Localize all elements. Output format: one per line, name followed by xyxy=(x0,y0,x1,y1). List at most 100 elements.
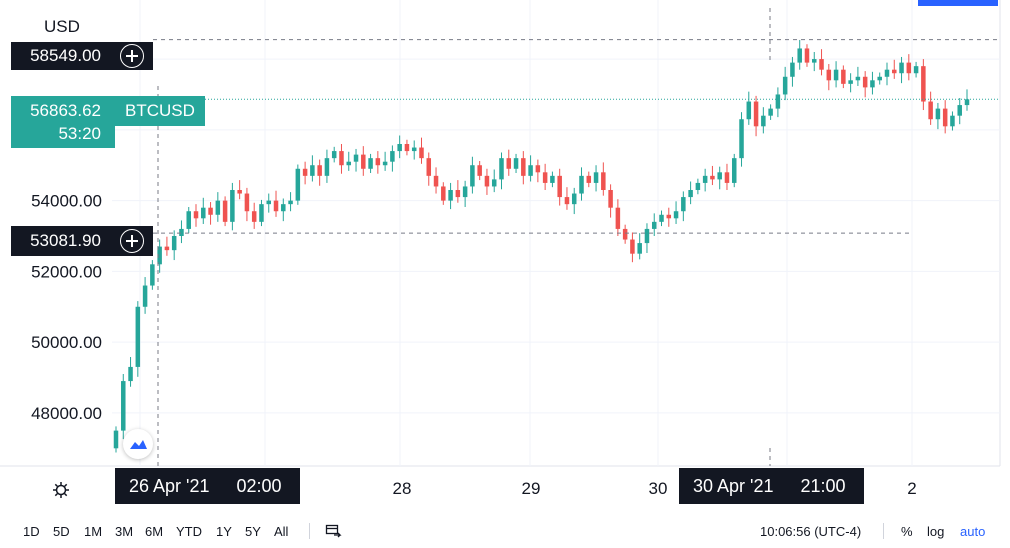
x-axis: 28 29 30 2 xyxy=(393,479,917,498)
candle-body xyxy=(521,158,526,176)
candle-body xyxy=(579,175,584,194)
toolbar-divider xyxy=(309,523,310,539)
candle-body xyxy=(892,69,897,74)
candle-body xyxy=(717,172,722,180)
timeframe-3m[interactable]: 3M xyxy=(115,524,134,539)
candle-body xyxy=(651,221,657,229)
candle-body xyxy=(179,228,184,236)
price-chart[interactable]: 48000.0050000.0052000.0054000.0058000.00… xyxy=(0,0,1010,514)
candle-body xyxy=(542,172,548,183)
timeframe-all[interactable]: All xyxy=(274,524,289,539)
candle-body xyxy=(819,59,824,70)
candle-body xyxy=(913,66,919,74)
candle-body xyxy=(222,200,228,222)
timeframe-6m[interactable]: 6M xyxy=(145,524,164,539)
candle-body xyxy=(462,186,468,198)
log-toggle[interactable]: log xyxy=(927,524,945,539)
settings-icon[interactable] xyxy=(52,481,70,499)
timeframe-5y[interactable]: 5Y xyxy=(245,524,261,539)
last-price-tag: 56863.62 53:20 xyxy=(11,96,115,148)
y-tick-label: 50000.00 xyxy=(31,333,102,352)
candle-body xyxy=(586,175,592,183)
candle-body xyxy=(710,175,715,180)
candles xyxy=(113,39,970,453)
candle-body xyxy=(950,115,955,127)
candle-body xyxy=(273,200,279,212)
candle-body xyxy=(230,190,235,222)
candle-body xyxy=(193,211,199,219)
candle-body xyxy=(644,228,650,244)
x-tick-label: 2 xyxy=(907,479,916,498)
candle-body xyxy=(121,381,126,431)
compare-range-icon[interactable] xyxy=(325,523,343,539)
percent-toggle[interactable]: % xyxy=(901,524,913,539)
candle-body xyxy=(164,246,170,251)
candle-body xyxy=(324,158,330,176)
candle-body xyxy=(753,101,759,127)
candle-body xyxy=(382,161,388,166)
candle-body xyxy=(848,80,853,84)
candle-body xyxy=(390,151,395,162)
candle-body xyxy=(361,154,366,169)
candle-body xyxy=(702,175,708,183)
crosshair-plus-container[interactable] xyxy=(107,42,153,70)
timeframe-ytd[interactable]: YTD xyxy=(176,524,202,539)
candle-body xyxy=(433,175,439,187)
countdown-value: 53:20 xyxy=(58,124,101,143)
candle-body xyxy=(833,69,839,81)
candle-body xyxy=(812,59,817,63)
candle-body xyxy=(681,197,686,212)
candle-body xyxy=(201,207,206,219)
candle-body xyxy=(564,197,570,205)
currency-label: USD xyxy=(44,17,80,36)
crosshair-date-tag-2: 30 Apr '21 21:00 xyxy=(679,468,864,504)
candle-body xyxy=(841,69,846,84)
candle-body xyxy=(862,76,868,88)
candle-body xyxy=(724,172,730,183)
candle-body xyxy=(419,147,424,159)
candle-body xyxy=(622,228,628,240)
candle-body xyxy=(826,69,832,81)
timeframe-1y[interactable]: 1Y xyxy=(216,524,232,539)
candle-body xyxy=(310,165,315,176)
timeframe-1m[interactable]: 1M xyxy=(84,524,103,539)
candle-body xyxy=(746,101,752,120)
crosshair-price-tag: 58549.00 xyxy=(11,42,107,70)
timeframe-1d[interactable]: 1D xyxy=(23,524,40,539)
candle-body xyxy=(411,147,417,152)
auto-toggle[interactable]: auto xyxy=(960,524,986,539)
tradingview-logo-icon[interactable] xyxy=(123,429,153,459)
y-tick-label: 48000.00 xyxy=(31,404,102,423)
candle-body xyxy=(928,101,933,120)
candle-body xyxy=(251,211,257,222)
plus-icon[interactable] xyxy=(120,44,144,68)
candle-body xyxy=(877,76,882,81)
timeframe-5d[interactable]: 5D xyxy=(53,524,70,539)
marker-price-tag: 53081.90 xyxy=(11,226,107,256)
candle-body xyxy=(964,99,970,106)
y-tick-label: 52000.00 xyxy=(31,262,102,281)
plus-icon[interactable] xyxy=(120,229,144,253)
candle-body xyxy=(142,285,148,307)
y-tick-label: 54000.00 xyxy=(31,192,102,211)
candle-body xyxy=(259,204,264,222)
candle-body xyxy=(782,76,788,95)
candle-body xyxy=(302,168,308,176)
candle-body xyxy=(331,151,337,159)
candle-body xyxy=(171,236,177,251)
candle-body xyxy=(375,158,381,166)
candle-body xyxy=(244,193,250,212)
last-price-value: 56863.62 xyxy=(30,101,101,120)
candle-body xyxy=(368,158,373,169)
candle-body xyxy=(157,246,162,265)
candle-body xyxy=(550,175,555,183)
top-accent-bar xyxy=(918,0,998,6)
crosshair-time-1: 02:00 xyxy=(236,476,282,496)
candle-body xyxy=(237,190,242,194)
candle-body xyxy=(441,186,446,201)
candle-body xyxy=(637,243,642,254)
x-tick-label: 28 xyxy=(393,479,412,498)
candle-body xyxy=(935,108,941,120)
candle-body xyxy=(353,154,359,162)
marker-plus-container[interactable] xyxy=(107,226,153,256)
